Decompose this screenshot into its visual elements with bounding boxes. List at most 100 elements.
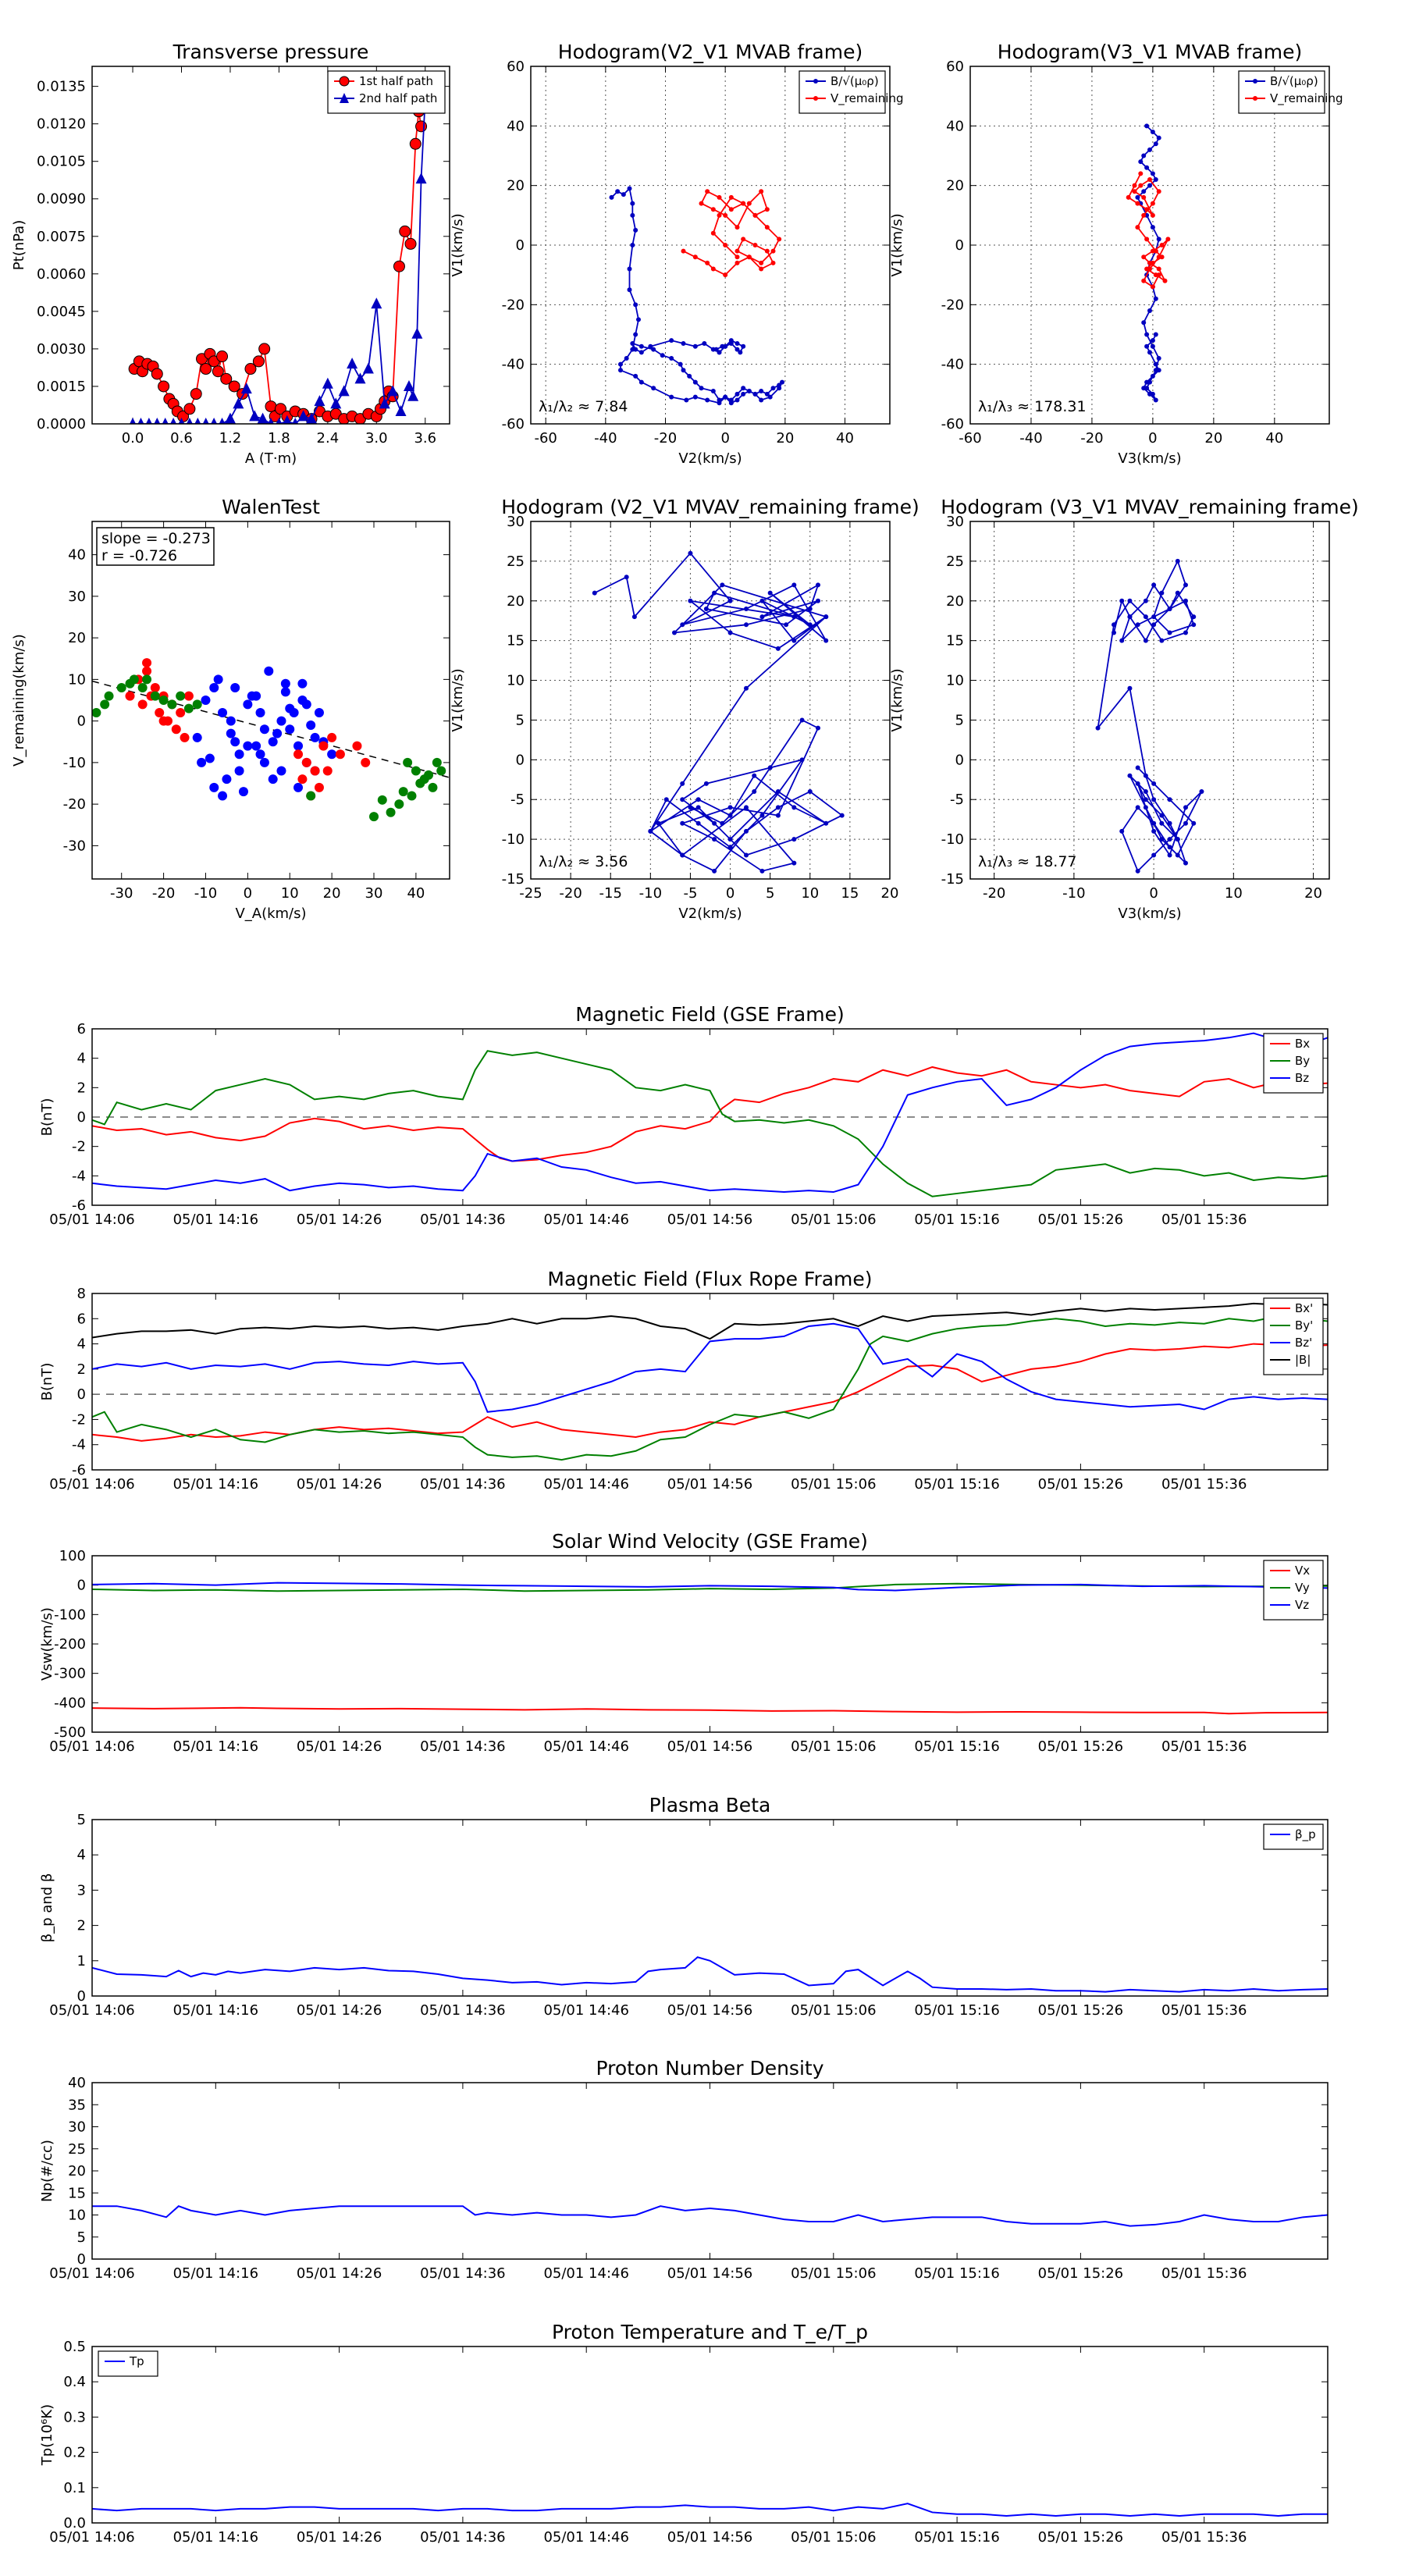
data-point <box>186 418 193 424</box>
data-point <box>630 201 635 206</box>
data-point <box>1147 350 1152 355</box>
x-tick-label: -40 <box>1019 430 1042 447</box>
data-point <box>226 728 236 738</box>
x-tick-label: 05/01 14:06 <box>49 2002 134 2019</box>
x-tick-label: 05/01 15:26 <box>1038 2265 1123 2282</box>
axes-frame <box>91 2346 1329 2524</box>
y-tick-label: -10 <box>63 755 86 771</box>
data-point <box>1156 237 1161 242</box>
legend-label: By' <box>1295 1318 1313 1332</box>
data-point <box>624 356 629 361</box>
data-point <box>1135 805 1140 810</box>
x-tick-label: 05/01 15:16 <box>914 2529 999 2546</box>
data-point <box>1135 225 1140 230</box>
y-tick-label: 2 <box>77 1918 86 1934</box>
y-tick-label: 20 <box>507 178 525 194</box>
legend-label: By <box>1295 1054 1310 1068</box>
y-tick-label: 0.0045 <box>37 304 86 320</box>
y-tick-label: -40 <box>502 357 525 373</box>
data-point <box>712 590 717 596</box>
data-point <box>744 685 749 691</box>
data-point <box>314 395 325 407</box>
data-point <box>791 582 797 588</box>
data-point <box>680 797 685 802</box>
legend-label: Bz <box>1295 1071 1309 1085</box>
y-tick-label: 2 <box>77 1080 86 1096</box>
data-point <box>752 391 758 397</box>
data-point <box>784 622 789 628</box>
series-line <box>610 187 783 404</box>
data-point <box>1147 183 1152 188</box>
data-point <box>255 749 265 760</box>
data-point <box>1151 622 1157 628</box>
x-tick-label: -60 <box>959 430 981 447</box>
data-point <box>744 606 749 611</box>
legend: 1st half path 2nd half path <box>327 70 446 114</box>
x-tick-label: 05/01 14:46 <box>543 2265 628 2282</box>
x-tick-label: 05/01 14:16 <box>173 2529 258 2546</box>
x-tick-label: 3.6 <box>414 430 436 447</box>
data-point <box>1144 343 1150 349</box>
data-point <box>727 845 733 850</box>
series-line <box>92 1032 1328 1194</box>
data-point <box>335 749 345 760</box>
data-point <box>171 724 181 735</box>
x-tick-label: 40 <box>836 430 854 447</box>
data-point <box>268 418 274 424</box>
x-tick-label: -30 <box>110 885 133 902</box>
data-point <box>710 389 716 394</box>
data-point <box>764 225 770 230</box>
data-point <box>735 260 740 265</box>
data-point <box>362 362 374 374</box>
y-tick-label: 40 <box>68 547 86 564</box>
y-tick-label: 40 <box>507 118 525 134</box>
y-tick-label: 20 <box>946 178 964 194</box>
data-point <box>692 394 698 400</box>
y-tick-label: 40 <box>946 118 964 134</box>
data-point <box>1175 852 1180 858</box>
legend-label: Tp <box>129 2354 144 2368</box>
series-by <box>92 1050 1328 1197</box>
data-point <box>728 400 734 406</box>
data-point <box>142 666 152 676</box>
data-point <box>293 741 304 751</box>
data-point <box>1119 638 1125 643</box>
legend: B/√(μ₀ρ) V_remaining <box>1238 70 1343 114</box>
chart-title: WalenTest <box>222 496 320 518</box>
data-point <box>1132 183 1137 188</box>
data-point <box>428 782 438 792</box>
data-point <box>1143 614 1148 620</box>
x-tick-label: 05/01 14:16 <box>173 1738 258 1755</box>
y-tick-label: 30 <box>68 589 86 605</box>
y-tick-label: 0.0 <box>63 2515 86 2532</box>
data-point <box>1141 254 1147 260</box>
x-tick-label: -20 <box>559 885 582 902</box>
data-point <box>735 397 740 403</box>
x-tick-label: 05/01 14:46 <box>543 1476 628 1493</box>
x-tick-label: 0 <box>1148 430 1157 447</box>
data-point <box>735 347 740 352</box>
data-point <box>681 368 686 373</box>
data-point <box>767 765 773 770</box>
data-point <box>213 674 223 685</box>
y-axis-label: V_remaining(km/s) <box>11 634 27 767</box>
data-point <box>306 720 316 730</box>
data-point <box>1183 860 1188 866</box>
x-tick-label: 05/01 14:56 <box>667 1738 752 1755</box>
y-tick-label: 0.0030 <box>37 341 86 358</box>
data-point <box>1167 797 1172 802</box>
data-point <box>268 774 278 785</box>
x-tick-label: 05/01 14:46 <box>543 2529 628 2546</box>
data-point <box>1135 201 1140 206</box>
x-tick-label: 0 <box>244 885 252 902</box>
data-point <box>104 691 114 701</box>
y-tick-label: 2 <box>77 1361 86 1378</box>
legend-label: B/√(μ₀ρ) <box>831 74 879 88</box>
x-tick-label: 05/01 15:26 <box>1038 2002 1123 2019</box>
data-point <box>393 260 405 272</box>
legend-label: V_remaining <box>831 91 904 106</box>
data-point <box>192 732 202 742</box>
data-point <box>735 225 740 230</box>
y-tick-label: 5 <box>516 712 525 728</box>
chart-title: Hodogram(V3_V1 MVAB frame) <box>998 41 1302 63</box>
